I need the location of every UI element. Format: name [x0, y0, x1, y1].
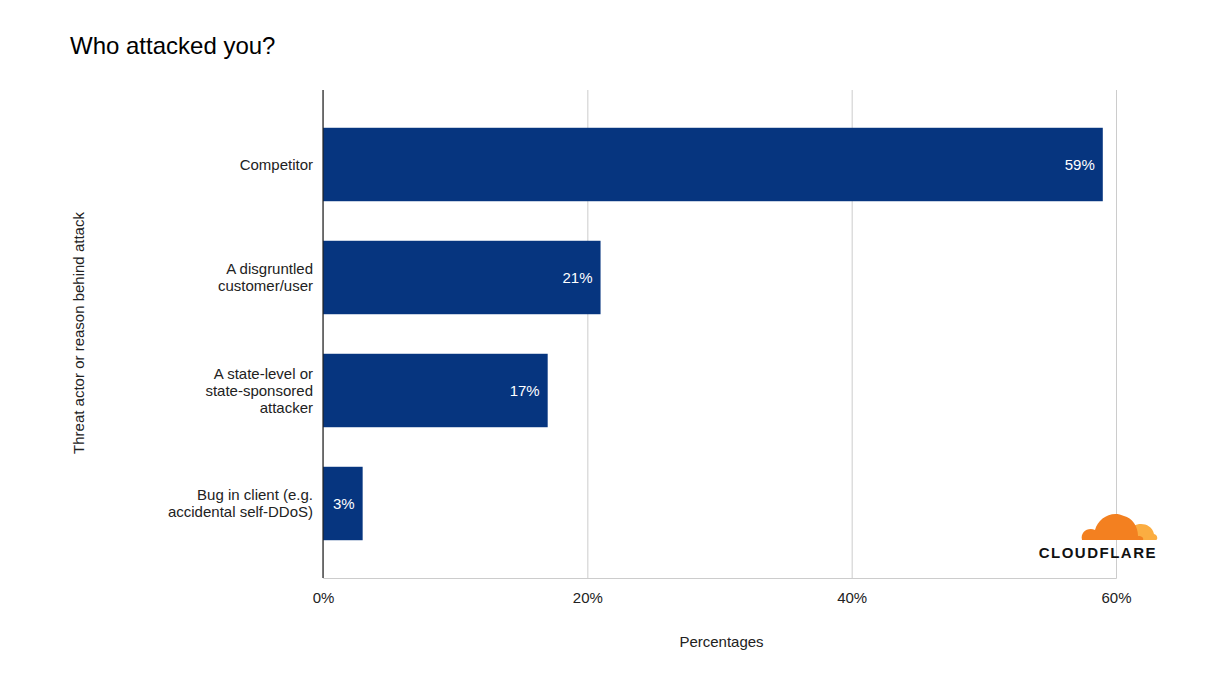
bar	[323, 354, 548, 427]
y-axis: Competitor A disgruntledcustomer/user A st…	[168, 156, 313, 521]
logo-text: CLOUDFLARE	[1039, 544, 1157, 561]
x-tick-label: 40%	[837, 589, 867, 606]
x-tick-label: 20%	[573, 589, 603, 606]
grid-line	[1116, 90, 1117, 578]
y-tick: A disgruntledcustomer/user	[218, 260, 313, 294]
bar	[323, 241, 601, 314]
data-label: 21%	[563, 269, 593, 286]
data-label: 17%	[510, 382, 540, 399]
data-label: 59%	[1065, 156, 1095, 173]
data-labels: 59% 21% 17% 3%	[333, 156, 1095, 512]
y-axis-line	[322, 90, 323, 578]
y-tick-label: Competitor	[240, 156, 313, 173]
y-tick: A state-level orstate-sponsoredattacker	[205, 365, 313, 416]
y-tick: Competitor	[240, 156, 313, 173]
data-label: 3%	[333, 495, 355, 512]
x-axis: 0% 20% 40% 60%	[313, 90, 1132, 606]
title: Who attacked you?	[70, 32, 275, 59]
y-tick-label: A state-level orstate-sponsoredattacker	[205, 365, 313, 416]
y-tick-label: Bug in client (e.g.accidental self-DDoS)	[168, 486, 313, 520]
bars	[323, 128, 1103, 540]
logo-cloud	[1082, 514, 1144, 540]
logo: CLOUDFLARE	[1039, 514, 1158, 561]
x-axis-title: Percentages	[679, 633, 763, 650]
x-axis-line	[324, 90, 1117, 579]
y-tick-label: A disgruntledcustomer/user	[218, 260, 313, 294]
x-tick-label: 0%	[313, 589, 335, 606]
bar	[323, 128, 1103, 201]
y-axis-title: Threat actor or reason behind attack	[70, 212, 87, 454]
y-tick: Bug in client (e.g.accidental self-DDoS)	[168, 486, 313, 520]
x-tick-label: 60%	[1101, 589, 1131, 606]
bar	[323, 467, 363, 540]
